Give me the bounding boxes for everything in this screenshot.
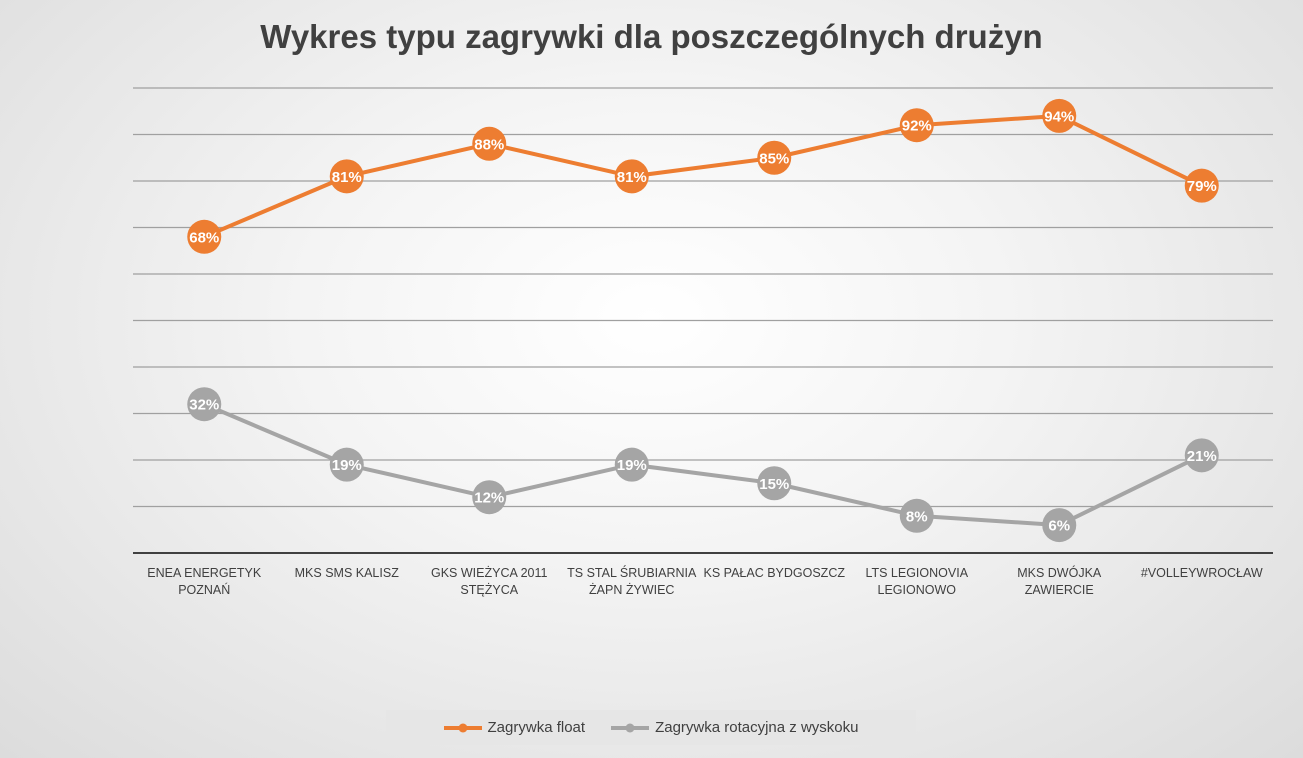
data-point <box>1042 98 1077 133</box>
legend-label-rotational: Zagrywka rotacyjna z wyskoku <box>655 719 859 736</box>
data-label: 15% <box>759 476 789 493</box>
data-point <box>614 447 649 482</box>
data-label: 68% <box>189 229 219 246</box>
data-point <box>329 159 364 194</box>
data-point <box>899 498 934 533</box>
data-point <box>187 387 222 422</box>
legend-float-marker-icon <box>443 723 482 732</box>
legend-item-rotational: Zagrywka rotacyjna z wyskoku <box>611 719 858 736</box>
data-point <box>329 447 364 482</box>
data-label: 32% <box>189 397 219 414</box>
data-point <box>757 466 792 501</box>
legend-rotational-marker-icon <box>611 723 650 732</box>
legend-item-float: Zagrywka float <box>443 719 586 736</box>
series-line-0 <box>202 113 1204 239</box>
category-label: GKS WIEŻYCA 2011 STĘŻYCA <box>431 566 548 597</box>
data-label: 81% <box>617 169 647 186</box>
data-label: 12% <box>474 490 504 507</box>
category-label: LTS LEGIONOVIA LEGIONOWO <box>865 566 969 597</box>
data-point <box>472 126 507 161</box>
data-point <box>187 219 222 254</box>
category-label: #VOLLEYWROCŁAW <box>1140 566 1263 580</box>
data-point <box>472 480 507 515</box>
category-label: KS PAŁAC BYDGOSZCZ <box>703 566 845 580</box>
chart-title: Wykres typu zagrywki dla poszczególnych … <box>260 18 1043 55</box>
data-label: 79% <box>1187 178 1217 195</box>
data-point <box>1184 438 1219 473</box>
data-label: 8% <box>906 508 928 525</box>
data-point <box>899 108 934 143</box>
legend: Zagrywka float Zagrywka rotacyjna z wysk… <box>386 710 916 745</box>
series-line-1 <box>202 402 1204 528</box>
category-label: TS STAL ŚRUBIARNIA ŻAPN ŻYWIEC <box>567 566 697 597</box>
legend-label-float: Zagrywka float <box>487 719 586 736</box>
data-label: 6% <box>1048 518 1070 535</box>
data-label: 81% <box>332 169 362 186</box>
data-point <box>1184 168 1219 203</box>
category-label: ENEA ENERGETYK POZNAŃ <box>147 566 262 597</box>
data-point <box>1042 508 1077 543</box>
data-point <box>614 159 649 194</box>
data-label: 19% <box>617 457 647 474</box>
data-point <box>757 140 792 175</box>
data-label: 88% <box>474 136 504 153</box>
data-label: 92% <box>902 118 932 135</box>
data-label: 21% <box>1187 448 1217 465</box>
category-label: MKS DWÓJKA ZAWIERCIE <box>1017 566 1102 597</box>
data-label: 85% <box>759 150 789 167</box>
data-label: 94% <box>1044 108 1074 125</box>
category-label: MKS SMS KALISZ <box>294 566 399 580</box>
data-label: 19% <box>332 457 362 474</box>
